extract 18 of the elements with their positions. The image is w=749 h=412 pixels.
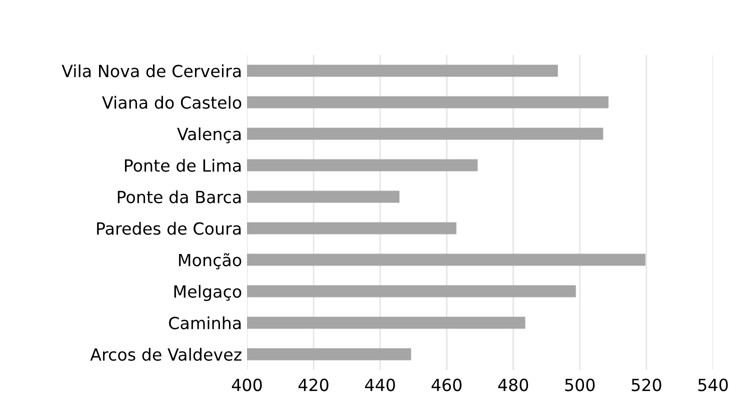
y-tick-label: Caminha bbox=[169, 316, 241, 330]
x-tick-label: 540 bbox=[698, 378, 728, 392]
x-tick-label: 440 bbox=[365, 378, 395, 392]
x-tick-label: 480 bbox=[498, 378, 528, 392]
y-tick-label: Ponte da Barca bbox=[118, 190, 241, 204]
x-tick-label: 520 bbox=[632, 378, 662, 392]
x-tick-label: 400 bbox=[232, 378, 262, 392]
x-tick-label: 420 bbox=[298, 378, 328, 392]
y-tick-label: Ponte de Lima bbox=[124, 158, 241, 172]
y-tick-label: Melgaço bbox=[174, 284, 242, 302]
y-tick-label: Valença bbox=[177, 127, 241, 144]
y-tick-label: Arcos de Valdevez bbox=[90, 348, 242, 361]
y-tick-label: Vila Nova de Cerveira bbox=[62, 64, 241, 78]
y-tick-label: Paredes de Coura bbox=[97, 222, 241, 235]
y-tick-label: Monção bbox=[179, 253, 242, 270]
x-tick-label: 460 bbox=[432, 378, 462, 392]
y-tick-label: Viana do Castelo bbox=[102, 96, 242, 109]
x-tick-label: 500 bbox=[565, 378, 595, 392]
